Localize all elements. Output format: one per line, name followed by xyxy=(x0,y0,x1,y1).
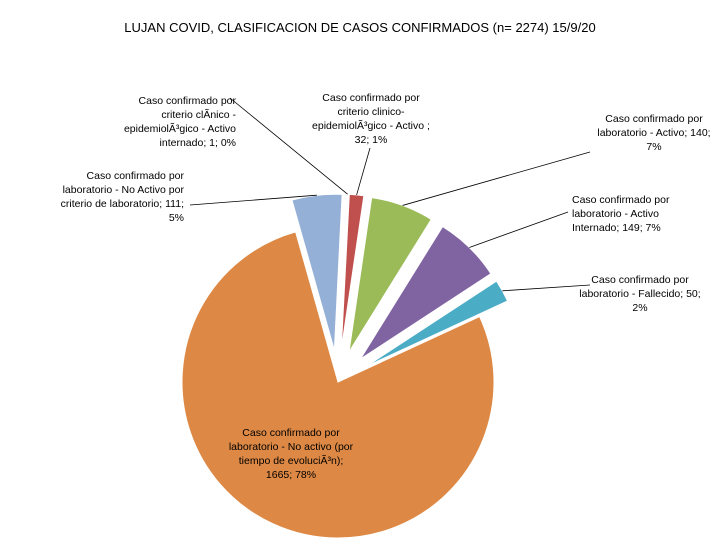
leader-lines xyxy=(189,97,591,292)
pie-slices xyxy=(181,193,509,539)
pie-slice-5 xyxy=(291,193,343,351)
data-label-slice-4: Caso confirmado por laboratorio - No act… xyxy=(228,427,354,481)
pie-slice-2 xyxy=(359,225,492,360)
data-label-slice-1: Caso confirmado por laboratorio - Activo… xyxy=(597,113,711,153)
leader-line-0 xyxy=(356,147,371,196)
leader-line-5 xyxy=(189,194,317,206)
leader-line-1 xyxy=(402,151,591,206)
leader-line-2 xyxy=(469,211,569,248)
data-label-slice-2: Caso confirmado por laboratorio - Activo… xyxy=(572,194,670,234)
data-label-slice-6: Caso confirmado por criterio clÃ­nico - … xyxy=(123,95,236,149)
pie-slice-3 xyxy=(365,280,509,367)
data-label-slice-3: Caso confirmado por laboratorio - Fallec… xyxy=(579,274,701,314)
leader-line-6 xyxy=(229,97,348,195)
chart-title: LUJAN COVID, CLASIFICACION DE CASOS CONF… xyxy=(124,20,596,35)
data-label-slice-0: Caso confirmado por criterio clinico- ep… xyxy=(312,92,430,146)
pie-slice-1 xyxy=(348,197,432,353)
leader-line-3 xyxy=(502,284,591,292)
data-label-slice-5: Caso confirmado por laboratorio - No Act… xyxy=(60,170,184,224)
pie-slice-4 xyxy=(181,231,495,539)
